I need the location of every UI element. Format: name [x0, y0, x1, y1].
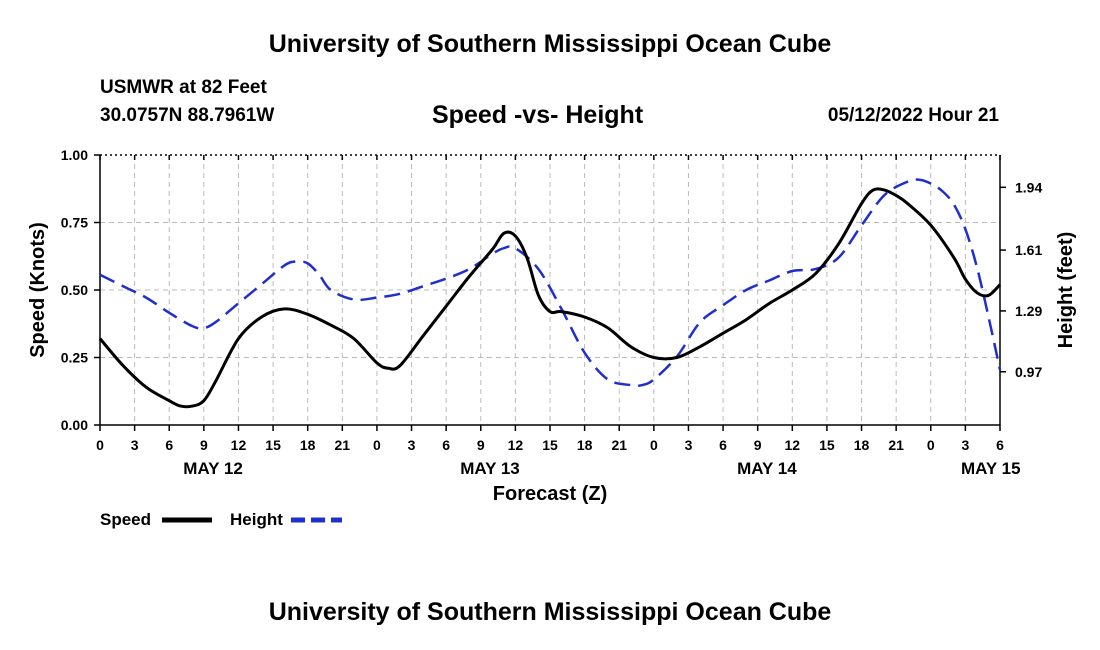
axis-layer: [94, 154, 1006, 431]
chart-subtitle: Speed -vs- Height: [432, 101, 644, 129]
x-axis-title: Forecast (Z): [493, 483, 607, 505]
x-tick-label: 12: [785, 437, 801, 453]
forecast-datetime: 05/12/2022 Hour 21: [827, 105, 999, 126]
x-tick-label: 9: [200, 437, 208, 453]
x-tick-label: 9: [477, 437, 485, 453]
label-layer: 0 3 6 9 12 15 18 21 0 3 6 9 12 15 18 21 0 3 6 9 12 15 18 21 0 3 6M…: [27, 147, 1077, 505]
x-tick-label: 6: [719, 437, 727, 453]
x-tick-label: 12: [508, 437, 524, 453]
height-series-line: [99, 178, 1002, 388]
y2-tick-label: 1.94: [1015, 179, 1042, 195]
station-coordinates: 30.0757N 88.7961W: [100, 105, 275, 126]
x-tick-label: 0: [373, 437, 381, 453]
y2-tick-label: 1.29: [1015, 303, 1042, 319]
x-tick-label: 0: [650, 437, 658, 453]
speed-series-line: [98, 187, 1002, 409]
x-tick-label: 15: [265, 437, 281, 453]
x-tick-label: 6: [165, 437, 173, 453]
x-tick-label: 3: [408, 437, 416, 453]
y2-tick-label: 1.61: [1015, 242, 1042, 258]
x-tick-label: 21: [611, 437, 627, 453]
station-name: USMWR at 82 Feet: [100, 77, 267, 98]
legend-label-speed: Speed: [100, 510, 151, 529]
x-tick-label: 15: [542, 437, 558, 453]
x-tick-label: 15: [819, 437, 835, 453]
series-layer: [98, 178, 1002, 409]
x-tick-label: 3: [131, 437, 139, 453]
footer-title: University of Southern Mississippi Ocean…: [268, 598, 832, 626]
day-label: MAY 12: [183, 459, 243, 478]
x-tick-label: 9: [754, 437, 762, 453]
x-tick-label: 6: [996, 437, 1004, 453]
x-tick-label: 21: [335, 437, 351, 453]
x-tick-label: 0: [96, 437, 104, 453]
day-label: MAY 15: [961, 459, 1021, 478]
y-tick-label: 0.00: [61, 417, 88, 433]
x-tick-label: 3: [685, 437, 693, 453]
day-label: MAY 13: [460, 459, 520, 478]
y-tick-label: 0.50: [61, 282, 88, 298]
y2-tick-label: 0.97: [1015, 364, 1042, 380]
x-tick-label: 12: [231, 437, 247, 453]
y2-axis-title: Height (feet): [1055, 232, 1077, 349]
x-tick-label: 0: [927, 437, 935, 453]
x-tick-label: 6: [442, 437, 450, 453]
x-tick-label: 3: [961, 437, 969, 453]
x-tick-label: 18: [854, 437, 870, 453]
legend-label-height: Height: [230, 510, 283, 529]
y-tick-label: 0.25: [61, 350, 88, 366]
x-tick-label: 21: [888, 437, 904, 453]
y-tick-label: 0.75: [61, 215, 88, 231]
page-title: University of Southern Mississippi Ocean…: [268, 30, 832, 58]
y-tick-label: 1.00: [61, 147, 88, 163]
day-label: MAY 14: [737, 459, 797, 478]
y-axis-title: Speed (Knots): [27, 222, 49, 358]
x-tick-label: 18: [300, 437, 316, 453]
x-tick-label: 18: [577, 437, 593, 453]
legend: Speed Height: [100, 510, 342, 529]
